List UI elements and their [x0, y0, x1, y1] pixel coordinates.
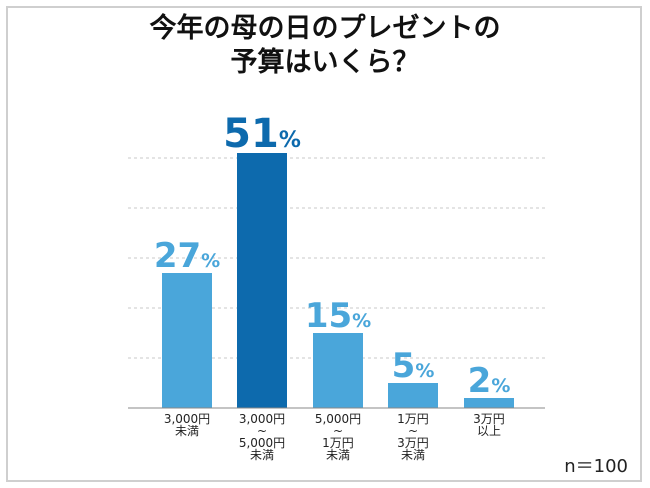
x-tick-label: 1万円	[397, 412, 429, 426]
x-tick-label: ~	[408, 424, 418, 438]
bar	[237, 153, 287, 408]
x-tick-label: ~	[333, 424, 343, 438]
x-tick-label: 5,000円	[315, 412, 361, 426]
data-label: 27%	[154, 236, 220, 276]
x-tick-label: 未満	[326, 448, 350, 462]
bar	[162, 273, 212, 408]
x-tick-label: 未満	[175, 424, 199, 438]
title-line-1: 今年の母の日のプレゼントの	[149, 13, 501, 44]
x-tick-label: 3万円	[473, 412, 505, 426]
title-line-2: 予算はいくら？	[230, 47, 420, 78]
data-label: 5%	[392, 346, 435, 386]
x-tick-label: 3,000円	[164, 412, 210, 426]
x-tick-label: ~	[257, 424, 267, 438]
x-tick-label: 1万円	[322, 436, 354, 450]
x-tick-label: 以上	[477, 424, 501, 438]
sample-size-note: n＝100	[564, 456, 628, 477]
chart-title: 今年の母の日のプレゼントの 予算はいくら？	[0, 12, 650, 80]
x-tick-label: 未満	[401, 448, 425, 462]
data-label: 15%	[305, 296, 371, 336]
bar	[464, 398, 514, 408]
x-tick-label: 未満	[250, 448, 274, 462]
bar	[388, 383, 438, 408]
data-label: 51%	[223, 111, 301, 157]
x-tick-label: 3,000円	[239, 412, 285, 426]
bar	[313, 333, 363, 408]
x-tick-label: 5,000円	[239, 436, 285, 450]
x-tick-label: 3万円	[397, 436, 429, 450]
data-label: 2%	[468, 361, 511, 401]
